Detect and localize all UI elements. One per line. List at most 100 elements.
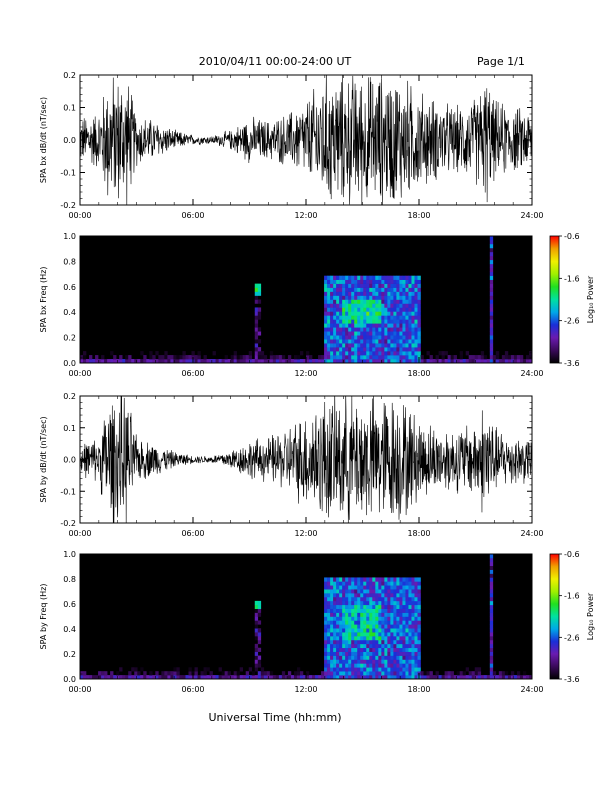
spectrogram-cell — [387, 355, 391, 360]
spectrogram-cell — [396, 319, 400, 324]
spectrogram-cell — [489, 263, 494, 269]
spectrogram-cell — [402, 327, 406, 332]
spectrogram-cell — [342, 655, 346, 660]
spectrogram-cell — [372, 612, 376, 617]
spectrogram-cell — [417, 307, 421, 312]
spectrogram-cell — [405, 636, 409, 641]
spectrogram-cell — [411, 651, 415, 656]
spectrogram-cell — [336, 299, 340, 304]
spectrogram-cell — [363, 667, 367, 672]
spectrogram-cell — [324, 671, 328, 676]
spectrogram-cell — [408, 655, 412, 660]
spectrogram-cell — [489, 639, 494, 645]
spectrogram-cell — [348, 295, 352, 300]
spectrogram-cell — [399, 616, 403, 621]
spectrogram-cell — [339, 647, 343, 652]
spectrogram-cell — [414, 643, 418, 649]
spectrogram-cell — [489, 596, 494, 602]
spectrogram-cell — [387, 632, 391, 637]
spectrogram-cell — [245, 675, 250, 679]
spectrogram-cell — [372, 335, 376, 340]
spectrogram-cell — [408, 659, 412, 664]
spectrogram-cell — [384, 327, 388, 332]
spectrogram-cell — [417, 628, 421, 633]
spectrogram-cell — [200, 675, 204, 679]
spectrogram-cell — [393, 632, 397, 637]
spectrogram-cell — [384, 343, 388, 348]
spectrogram-cell — [399, 639, 403, 645]
spectrogram-cell — [444, 675, 448, 679]
y-tick-label: 0.0 — [63, 675, 76, 684]
spectrogram-cell — [336, 319, 340, 324]
spectrogram-cell — [339, 675, 343, 679]
spectrogram-cell — [384, 347, 388, 352]
spectrogram-cell — [387, 319, 391, 324]
spectrogram-cell — [378, 600, 382, 606]
spectrogram-cell — [158, 675, 162, 679]
spectrogram-cell — [525, 355, 530, 360]
spectrogram-cell — [402, 663, 406, 668]
spectrogram-cell — [345, 639, 349, 645]
spectrogram-cell — [393, 628, 397, 633]
spectrogram-cell — [390, 295, 394, 300]
spectrogram-cell — [372, 303, 376, 308]
spectrogram-cell — [399, 647, 403, 652]
spectrogram-cell — [357, 299, 361, 304]
spectrogram-cell — [519, 355, 524, 360]
spectrogram-cell — [336, 596, 340, 602]
spectrogram-cell — [381, 624, 385, 629]
spectrogram-cell — [348, 315, 352, 320]
spectrogram-cell — [408, 351, 412, 356]
spectrogram-cell — [357, 636, 361, 641]
spectrogram-cell — [339, 593, 343, 598]
spectrogram-cell — [339, 279, 343, 284]
spectrogram-cell — [339, 339, 343, 344]
spectrogram-cell — [354, 643, 358, 649]
spectrogram-cell — [384, 577, 388, 582]
spectrogram-cell — [489, 612, 494, 617]
spectrogram-cell — [363, 628, 367, 633]
spectrogram-cell — [360, 612, 364, 617]
spectrogram-cell — [345, 663, 349, 668]
spectrogram-cell — [357, 643, 361, 649]
spectrogram-cell — [236, 675, 240, 679]
spectrogram-cell — [372, 671, 376, 676]
spectrogram-cell — [330, 577, 334, 582]
spectrogram-cell — [414, 581, 418, 586]
spectrogram-cell — [128, 675, 132, 679]
spectrogram-cell — [203, 355, 207, 360]
spectrogram-cell — [366, 608, 370, 613]
spectrogram-cell — [254, 355, 259, 360]
spectrogram-cell — [336, 589, 340, 594]
spectrogram-cell — [321, 675, 325, 679]
spectrogram-cell — [384, 295, 388, 300]
spectrogram-cell — [444, 359, 448, 363]
spectrogram-cell — [390, 647, 394, 652]
spectrogram-cell — [360, 351, 364, 356]
spectrogram-cell — [387, 612, 391, 617]
spectrogram-cell — [528, 355, 532, 360]
spectrogram-cell — [504, 359, 509, 363]
spectrogram-cell — [333, 624, 337, 629]
spectrogram-cell — [429, 355, 433, 360]
spectrogram-cell — [257, 655, 262, 660]
spectrogram-cell — [360, 663, 364, 668]
spectrogram-cell — [489, 659, 494, 664]
spectrogram-cell — [104, 359, 108, 363]
spectrogram-cell — [402, 636, 406, 641]
spectrogram-cell — [110, 675, 114, 679]
spectrogram-cell — [360, 643, 364, 649]
spectrogram-cell — [414, 616, 418, 621]
spectrogram-cell — [381, 612, 385, 617]
spectrogram-cell — [342, 585, 346, 590]
spectrogram-cell — [281, 355, 286, 360]
spectrogram-cell — [486, 359, 491, 363]
spectrogram-cell — [450, 671, 454, 676]
spectrogram-cell — [342, 307, 346, 312]
spectrogram-cell — [387, 589, 391, 594]
spectrogram-cell — [369, 636, 373, 641]
spectrogram-cell — [414, 612, 418, 617]
spectrogram-cell — [492, 355, 497, 360]
spectrogram-cell — [396, 616, 400, 621]
spectrogram-cell — [330, 596, 334, 602]
